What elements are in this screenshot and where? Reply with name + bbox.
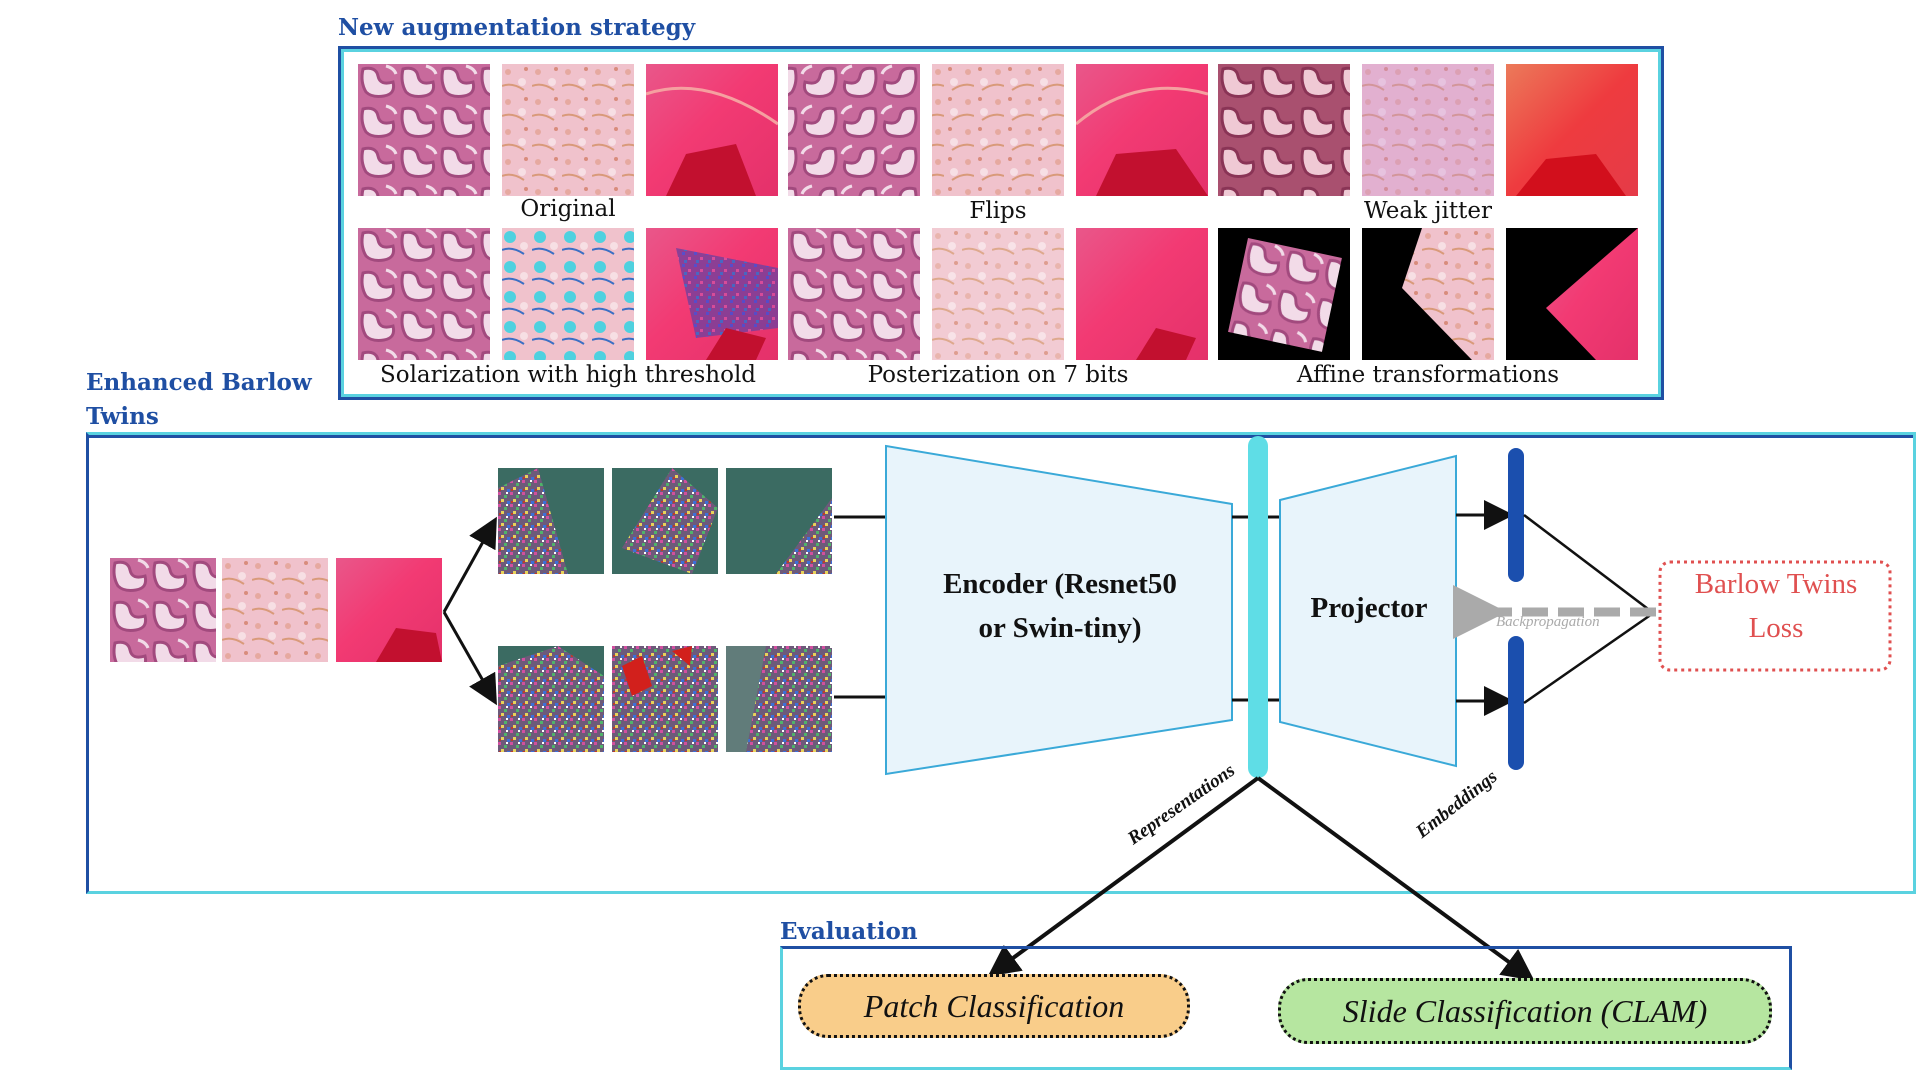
caption-affine: Affine transformations [1296, 362, 1560, 388]
encoder-label-line1: Encoder (Resnet50 [943, 568, 1177, 600]
tile-original-gland [358, 64, 490, 196]
view1-tile-3 [726, 468, 832, 574]
tile-solar-stroma [502, 228, 634, 360]
view1-tile-2 [612, 468, 718, 574]
slide-classification: Slide Classification (CLAM) [1278, 978, 1772, 1044]
caption-solarization: Solarization with high threshold [379, 362, 757, 388]
patch-classification: Patch Classification [798, 974, 1190, 1038]
tile-jitter-gland [1218, 64, 1350, 196]
tile-solar-red [646, 228, 778, 360]
barlow-title: Enhanced Barlow Twins [86, 369, 312, 430]
caption-posterization: Posterization on 7 bits [867, 362, 1129, 388]
tile-poster-red [1076, 228, 1208, 360]
tile-affine-red [1506, 228, 1638, 360]
projector-label: Projector [1310, 592, 1428, 624]
loss-label-line2: Loss [1748, 612, 1804, 644]
input-tile-gland [110, 558, 216, 662]
view2-tile-1 [498, 646, 604, 752]
tile-flip-gland [788, 64, 920, 196]
tile-original-red [646, 64, 778, 196]
tile-affine-gland [1218, 228, 1350, 360]
view2-tile-3 [726, 646, 832, 752]
backprop-label: Backpropagation [1496, 614, 1600, 630]
evaluation-title: Evaluation [780, 918, 918, 945]
loss-label-line1: Barlow Twins [1694, 568, 1858, 600]
tile-original-stroma [502, 64, 634, 196]
tile-solar-gland [358, 228, 490, 360]
tile-jitter-stroma [1362, 64, 1494, 196]
tile-flip-red [1076, 64, 1208, 196]
input-tile-stroma [222, 558, 328, 662]
tile-poster-stroma [932, 228, 1064, 360]
barlow-frame [86, 432, 1916, 894]
tile-jitter-red [1506, 64, 1638, 196]
tile-flip-stroma [932, 64, 1064, 196]
input-tile-red [336, 558, 442, 662]
augmentation-frame [338, 46, 1664, 400]
caption-weak-jitter: Weak jitter [1364, 198, 1492, 224]
view1-tile-1 [498, 468, 604, 574]
tile-affine-stroma [1362, 228, 1494, 360]
evaluation-frame [780, 946, 1792, 1070]
encoder-label-line2: or Swin-tiny) [978, 612, 1142, 644]
tile-poster-gland [788, 228, 920, 360]
augmentation-title: New augmentation strategy [338, 14, 696, 41]
view2-tile-2 [612, 646, 718, 752]
caption-flips: Flips [969, 198, 1027, 224]
caption-original: Original [520, 196, 616, 222]
